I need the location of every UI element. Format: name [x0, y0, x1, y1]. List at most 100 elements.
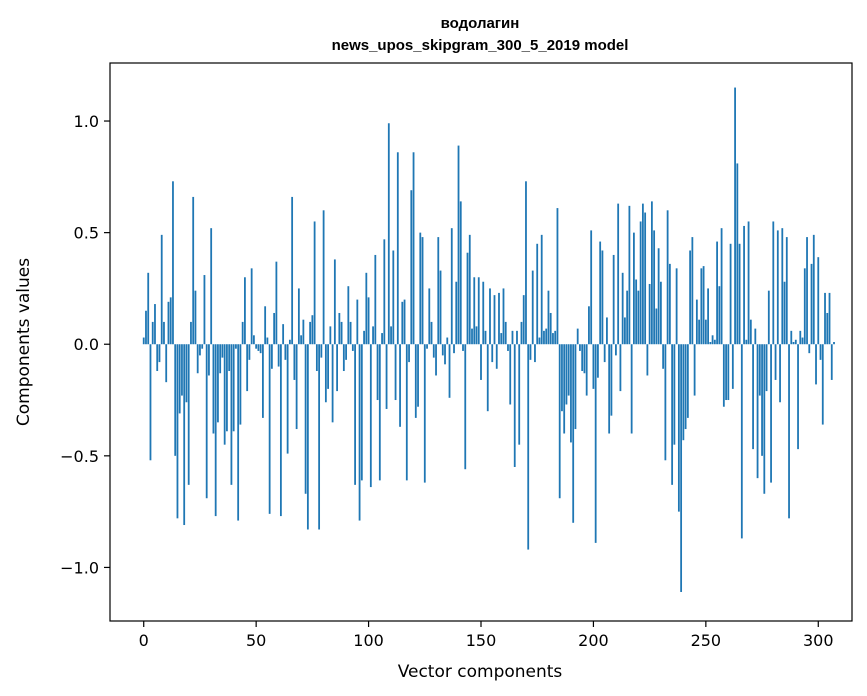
bar-64	[286, 344, 289, 454]
bar-298	[812, 234, 815, 345]
bar-21	[190, 321, 192, 345]
bar-215	[626, 290, 629, 345]
bar-229	[657, 248, 660, 345]
bar-44	[241, 321, 244, 345]
bar-86	[336, 344, 338, 392]
bar-209	[612, 254, 615, 345]
bar-35	[221, 344, 224, 358]
bar-267	[743, 225, 745, 345]
bar-169	[522, 295, 525, 345]
bar-199	[590, 230, 593, 345]
bar-96	[358, 344, 361, 521]
bar-10	[165, 344, 168, 383]
bar-148	[475, 326, 478, 345]
bar-132	[439, 270, 442, 345]
bar-81	[324, 344, 327, 403]
bar-257	[720, 228, 723, 345]
bar-111	[392, 250, 395, 345]
bar-1	[145, 310, 147, 345]
bar-232	[664, 344, 667, 461]
bar-83	[329, 326, 332, 345]
bar-130	[435, 344, 437, 376]
bar-253	[711, 335, 714, 345]
bar-147	[473, 277, 476, 345]
bar-271	[752, 344, 754, 450]
bar-227	[653, 230, 656, 345]
bar-210	[615, 344, 617, 356]
bar-211	[617, 203, 620, 345]
bar-162	[507, 344, 509, 351]
bar-146	[471, 328, 473, 345]
bar-15	[176, 344, 179, 519]
bar-205	[603, 344, 606, 363]
bar-185	[558, 344, 561, 499]
bar-126	[426, 344, 428, 349]
bar-8	[160, 234, 163, 345]
bar-49	[253, 335, 255, 345]
bar-292	[799, 330, 802, 345]
bar-207	[608, 344, 611, 434]
bar-47	[248, 344, 251, 360]
bar-52	[259, 344, 262, 354]
bar-58	[273, 312, 276, 345]
bar-67	[293, 344, 296, 380]
bar-115	[401, 301, 404, 345]
bar-172	[529, 344, 532, 360]
bar-144	[466, 252, 469, 345]
bar-13	[172, 181, 174, 345]
bar-124	[421, 237, 424, 345]
bar-297	[810, 263, 813, 345]
bar-228	[655, 308, 658, 345]
bar-261	[729, 243, 732, 345]
bar-304	[826, 312, 829, 345]
bar-14	[174, 344, 177, 456]
bar-189	[567, 344, 570, 396]
bar-156	[493, 295, 496, 345]
bar-241	[684, 344, 687, 430]
bar-187	[563, 344, 566, 434]
bar-66	[291, 196, 294, 345]
bar-69	[297, 288, 300, 345]
bar-245	[693, 344, 696, 396]
bar-186	[561, 344, 563, 412]
bar-141	[459, 201, 462, 345]
bar-103	[374, 254, 377, 345]
bar-99	[365, 272, 368, 345]
bar-71	[302, 319, 305, 345]
bar-180	[547, 290, 550, 345]
bar-220	[637, 290, 640, 345]
bar-40	[232, 344, 235, 432]
bar-94	[354, 344, 356, 485]
bar-135	[446, 337, 449, 345]
bar-218	[633, 232, 635, 345]
bar-20	[187, 344, 190, 485]
x-axis-label: Vector components	[398, 662, 563, 682]
chart-title-line2: news_upos_skipgram_300_5_2019 model	[332, 37, 629, 54]
bar-149	[477, 277, 480, 345]
bar-113	[396, 152, 399, 345]
bar-268	[745, 339, 748, 345]
bar-161	[504, 321, 507, 345]
bar-289	[792, 342, 795, 345]
bar-22	[192, 196, 195, 345]
bar-301	[819, 344, 822, 360]
bar-263	[734, 87, 736, 345]
bar-78	[318, 344, 321, 530]
bar-100	[367, 297, 370, 345]
bar-224	[646, 344, 649, 376]
bar-212	[619, 344, 622, 392]
bar-278	[767, 290, 770, 345]
bar-231	[662, 344, 665, 369]
bar-110	[390, 326, 392, 345]
bar-55	[266, 337, 269, 345]
bar-51	[257, 344, 260, 351]
bar-3	[149, 344, 152, 461]
bar-120	[412, 152, 415, 345]
y-tick-label-3: 0.5	[74, 224, 99, 243]
bar-106	[381, 333, 383, 345]
bar-6	[156, 344, 159, 372]
bar-119	[410, 190, 413, 345]
bar-293	[801, 337, 804, 345]
bar-60	[277, 344, 280, 367]
bar-275	[761, 344, 763, 456]
